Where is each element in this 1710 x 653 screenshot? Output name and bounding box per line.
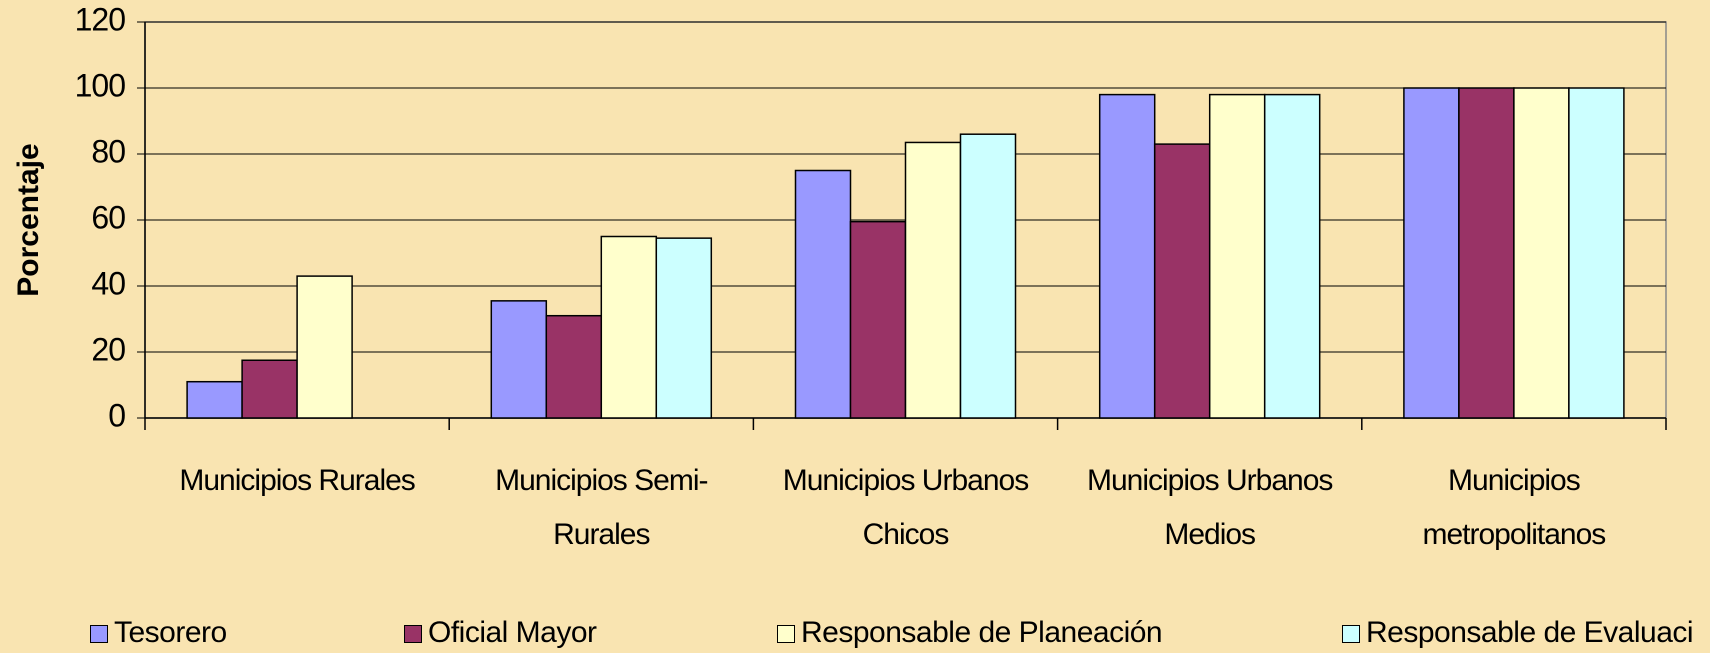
bar [849,220,907,419]
bar [241,359,298,419]
bar [655,237,713,419]
legend-label: Oficial Mayor [428,616,597,649]
x-tick-label: Municipios metropolitanos [1422,464,1607,551]
bar [1263,93,1321,419]
y-tick-label: 60 [91,199,125,235]
bar [1098,93,1156,419]
legend-swatch [404,625,422,643]
y-tick-label: 80 [91,133,125,169]
bar [600,235,658,419]
bar [1208,93,1266,419]
bar [1568,87,1625,419]
y-tick-label: 40 [91,265,125,301]
bar [904,141,962,419]
x-tick-label: Municipios Urbanos Chicos [782,464,1029,551]
legend-swatch [777,625,795,643]
legend-label: Responsable de Planeación [801,616,1163,649]
bar [1458,87,1515,419]
legend-item: Responsable de Evaluaci [1342,616,1694,650]
legend-swatch [90,625,108,643]
bar [1153,143,1211,419]
legend-swatch [1342,625,1360,643]
bar [959,133,1017,419]
legend-item: Tesorero [90,616,227,650]
y-tick-label: 120 [75,1,126,37]
y-tick-label: 0 [108,397,125,433]
bar [296,275,353,419]
x-tick-label: Municipios Semi-Rurales [495,464,708,551]
legend-item: Oficial Mayor [404,616,597,650]
bar [545,314,603,419]
x-tick-label: Municipios Rurales [179,464,415,497]
legend-item: Responsable de Planeación [777,616,1163,650]
bar [794,169,852,419]
y-tick-label: 100 [75,67,126,103]
y-axis-label: Porcentaje [12,143,45,296]
y-tick-label: 20 [91,331,125,367]
bar [186,380,243,419]
bar [1513,87,1570,419]
x-tick-label: Municipios Urbanos Medios [1086,464,1333,551]
legend-label: Tesorero [114,616,227,649]
bar [490,300,548,419]
bar [1403,87,1460,419]
legend-label: Responsable de Evaluaci [1366,616,1694,649]
